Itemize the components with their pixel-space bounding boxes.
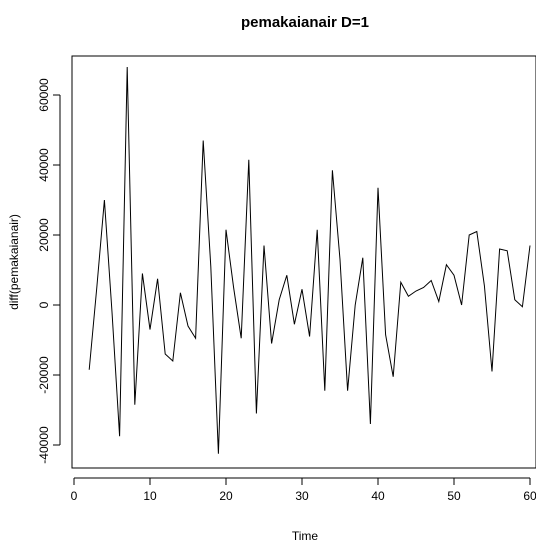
y-axis: -40000 -20000 0 20000 40000 60000 (37, 78, 61, 464)
x-tick-label: 0 (71, 489, 78, 503)
x-tick-label: 60 (523, 489, 536, 503)
x-tick-label: 40 (371, 489, 385, 503)
y-tick-label: 60000 (37, 78, 51, 112)
y-tick-label: 20000 (37, 218, 51, 252)
y-tick-label: -40000 (37, 426, 51, 464)
series-line (88, 66, 531, 454)
x-axis: 0 10 20 30 40 50 60 (71, 477, 536, 503)
chart-title: pemakaianair D=1 (241, 14, 369, 31)
y-tick-label: 40000 (37, 148, 51, 182)
plot-frame (71, 55, 536, 469)
x-tick-label: 30 (295, 489, 309, 503)
x-axis-label: Time (292, 529, 319, 543)
x-tick-label: 50 (447, 489, 461, 503)
x-tick-label: 20 (219, 489, 233, 503)
x-tick-label: 10 (143, 489, 157, 503)
y-tick-label: 0 (37, 301, 51, 308)
y-axis-label: diff(pemakaianair) (7, 214, 21, 310)
y-tick-label: -20000 (37, 356, 51, 394)
